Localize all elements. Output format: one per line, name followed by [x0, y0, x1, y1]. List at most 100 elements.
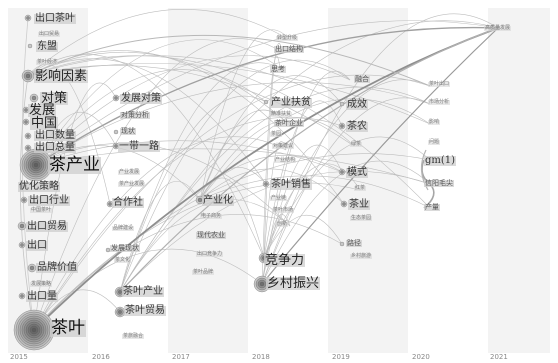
keyword-node — [20, 294, 24, 298]
keyword-label: 茶产业 — [48, 155, 101, 175]
keyword-node — [31, 327, 37, 333]
minor-keyword-label: 出口竞争力 — [196, 251, 224, 257]
link-arc — [27, 63, 431, 125]
keyword-label: 出口行业 — [28, 195, 70, 206]
link-arc — [33, 74, 431, 331]
keyword-label: 出口总量 — [34, 142, 76, 153]
link-arc — [33, 82, 117, 331]
link-arc — [119, 27, 499, 293]
year-label-2019: 2019 — [332, 353, 350, 361]
keyword-node — [26, 146, 30, 150]
minor-keyword-label: 茶文化 — [114, 257, 132, 263]
link-arc — [263, 100, 343, 259]
minor-keyword-label: 红茶 — [354, 185, 367, 191]
link-arc — [119, 155, 343, 293]
link-arc — [35, 82, 431, 166]
keyword-node — [24, 120, 28, 124]
keyword-label: 产业扶贫 — [270, 97, 312, 108]
minor-keyword-label: 出口贸易 — [38, 31, 61, 37]
year-label-2018: 2018 — [252, 353, 270, 361]
keyword-node — [339, 101, 345, 107]
link-arc — [199, 167, 267, 201]
keyword-nodes — [13, 14, 501, 351]
link-arc — [35, 55, 351, 166]
link-arc — [119, 20, 499, 293]
minor-keyword-label: 转型升级 — [276, 35, 299, 41]
keyword-label: 一带一路 — [118, 141, 160, 152]
link-arc — [27, 55, 343, 105]
minor-keyword-label: 茶旅融合 — [122, 333, 145, 339]
keyword-label: 东盟 — [36, 41, 58, 52]
link-arc — [199, 98, 431, 201]
keyword-node — [22, 198, 26, 202]
keyword-label: 融合 — [354, 75, 370, 83]
minor-keyword-label: 茶园 — [270, 131, 283, 137]
minor-keyword-label: 电子商务 — [200, 213, 223, 219]
keyword-label: 出口贸易 — [26, 221, 68, 232]
keyword-node — [118, 310, 122, 314]
keyword-node — [264, 182, 268, 186]
link-arc — [199, 29, 291, 201]
keyword-label: 出口量 — [26, 291, 58, 302]
keyword-label: 模式 — [346, 167, 368, 178]
co-occurrence-links — [19, 9, 499, 331]
year-band-2021 — [488, 8, 550, 353]
minor-keyword-label: 茶叶市场 — [272, 207, 295, 213]
minor-keyword-label: 绿茶 — [350, 141, 363, 147]
link-arc — [199, 168, 345, 205]
link-arc — [35, 148, 431, 185]
year-label-2021: 2021 — [490, 353, 508, 361]
keyword-node — [339, 241, 345, 247]
link-arc — [33, 182, 361, 331]
link-arc — [263, 215, 343, 259]
minor-keyword-label: 影响 — [428, 119, 441, 125]
year-label-2017: 2017 — [172, 353, 190, 361]
keyword-node — [108, 202, 112, 206]
minor-keyword-label: 对策建议 — [272, 143, 295, 149]
minor-keyword-label: 品牌建设 — [112, 225, 135, 231]
minor-keyword-label: 茶叶经济 — [36, 59, 59, 65]
keyword-label: 优化策略 — [18, 181, 60, 192]
keyword-node — [20, 243, 24, 247]
keyword-label: 茶农 — [346, 121, 368, 132]
keyword-label: 思考 — [270, 65, 286, 73]
link-arc — [199, 75, 343, 201]
link-arc — [27, 51, 285, 121]
keyword-node — [259, 281, 265, 287]
link-arc — [261, 27, 499, 285]
keyword-node — [26, 16, 30, 20]
year-label-2015: 2015 — [10, 353, 28, 361]
link-arc — [263, 141, 287, 259]
keyword-node — [114, 96, 118, 100]
minor-keyword-label: 产业链 — [270, 195, 288, 201]
keyword-node — [27, 43, 33, 49]
keyword-node — [340, 124, 344, 128]
keyword-label: 对策 — [40, 91, 69, 106]
minor-keyword-label: 中国茶叶 — [30, 207, 53, 213]
link-arc — [263, 136, 431, 259]
keyword-label: 对策分析 — [120, 111, 150, 119]
keyword-label: 高质量发展 — [484, 25, 512, 31]
link-arc — [35, 140, 343, 173]
link-arc — [27, 58, 267, 185]
keyword-label: 路径 — [346, 239, 362, 247]
keyword-label: 合作社 — [112, 197, 144, 208]
keyword-node — [19, 223, 25, 229]
link-arc — [35, 39, 281, 166]
keyword-label: 茶叶企业 — [274, 119, 304, 127]
keyword-label: 出口 — [26, 240, 48, 251]
keyword-node — [26, 134, 30, 138]
keyword-label: 乡村振兴 — [266, 276, 321, 291]
link-arc — [263, 43, 283, 259]
minor-keyword-label: 市场分析 — [428, 99, 451, 105]
keyword-label: 发展对策 — [120, 93, 162, 104]
keyword-label: 品牌价值 — [36, 262, 78, 273]
keyword-label: 茶叶贸易 — [124, 305, 166, 316]
keyword-node — [113, 129, 119, 135]
keyword-label: gm(1) — [424, 155, 457, 166]
link-arc — [119, 59, 351, 293]
keyword-label: 发展 — [28, 103, 57, 118]
keyword-label: 成效 — [346, 99, 368, 110]
link-arc — [119, 62, 281, 293]
